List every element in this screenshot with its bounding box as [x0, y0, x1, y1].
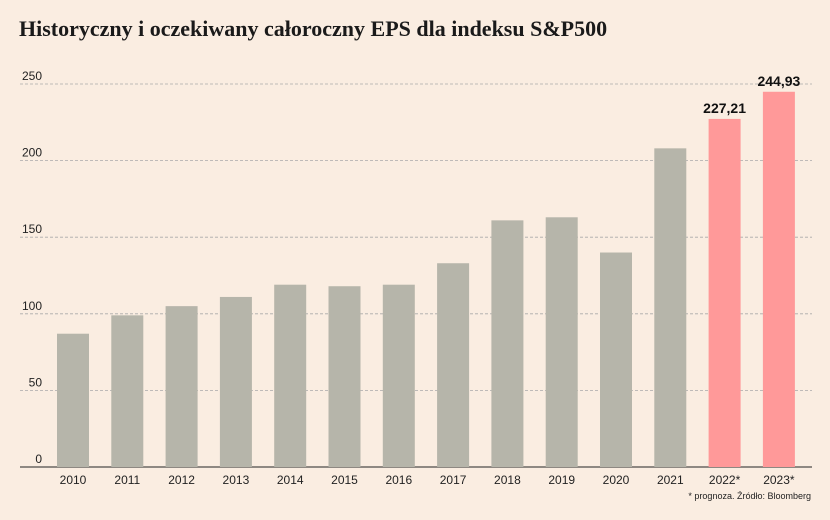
bar: [437, 263, 470, 467]
bar: [274, 284, 307, 467]
data-label: 227,21: [703, 100, 746, 116]
x-tick-label: 2011: [114, 473, 140, 487]
y-tick-label: 250: [22, 69, 42, 83]
gridlines: [20, 83, 812, 468]
x-tick-label: 2021: [657, 473, 684, 487]
bar: [328, 286, 361, 467]
bar: [654, 148, 687, 467]
footnote: * prognoza. Źródło: Bloomberg: [688, 491, 811, 501]
y-tick-label: 100: [22, 299, 42, 313]
bar: [491, 220, 524, 467]
x-tick-label: 2017: [440, 473, 467, 487]
y-tick-label: 200: [22, 146, 42, 160]
bar: [57, 333, 89, 467]
bar: [382, 284, 415, 467]
data-labels: 227,21 244,93: [703, 73, 800, 116]
x-tick-label: 2013: [223, 473, 250, 487]
y-tick-label: 0: [35, 452, 42, 466]
y-tick-label: 50: [29, 375, 43, 389]
x-tick-label: 2018: [494, 473, 521, 487]
x-tick-label: 2010: [60, 473, 87, 487]
x-axis-ticks: 2010 2011 2012 2013 2014 2015 2016 2017 2018 2019…: [60, 473, 795, 487]
bars: [57, 91, 795, 468]
bar: [762, 91, 795, 467]
x-tick-label: 2023*: [763, 473, 795, 487]
y-axis-ticks: 0 50 100 150 200 250: [22, 69, 42, 466]
y-tick-label: 150: [22, 222, 42, 236]
bar: [111, 315, 144, 467]
bar: [545, 217, 578, 467]
x-tick-label: 2012: [168, 473, 195, 487]
x-tick-label: 2019: [548, 473, 575, 487]
bar: [219, 296, 252, 467]
x-tick-label: 2016: [385, 473, 412, 487]
x-tick-label: 2022*: [709, 473, 741, 487]
chart-title: Historyczny i oczekiwany całoroczny EPS …: [19, 16, 608, 41]
x-tick-label: 2020: [603, 473, 630, 487]
bar: [708, 118, 741, 468]
x-tick-label: 2015: [331, 473, 358, 487]
bar: [600, 252, 632, 467]
data-label: 244,93: [757, 73, 800, 89]
x-tick-label: 2014: [277, 473, 304, 487]
bar: [165, 306, 198, 467]
